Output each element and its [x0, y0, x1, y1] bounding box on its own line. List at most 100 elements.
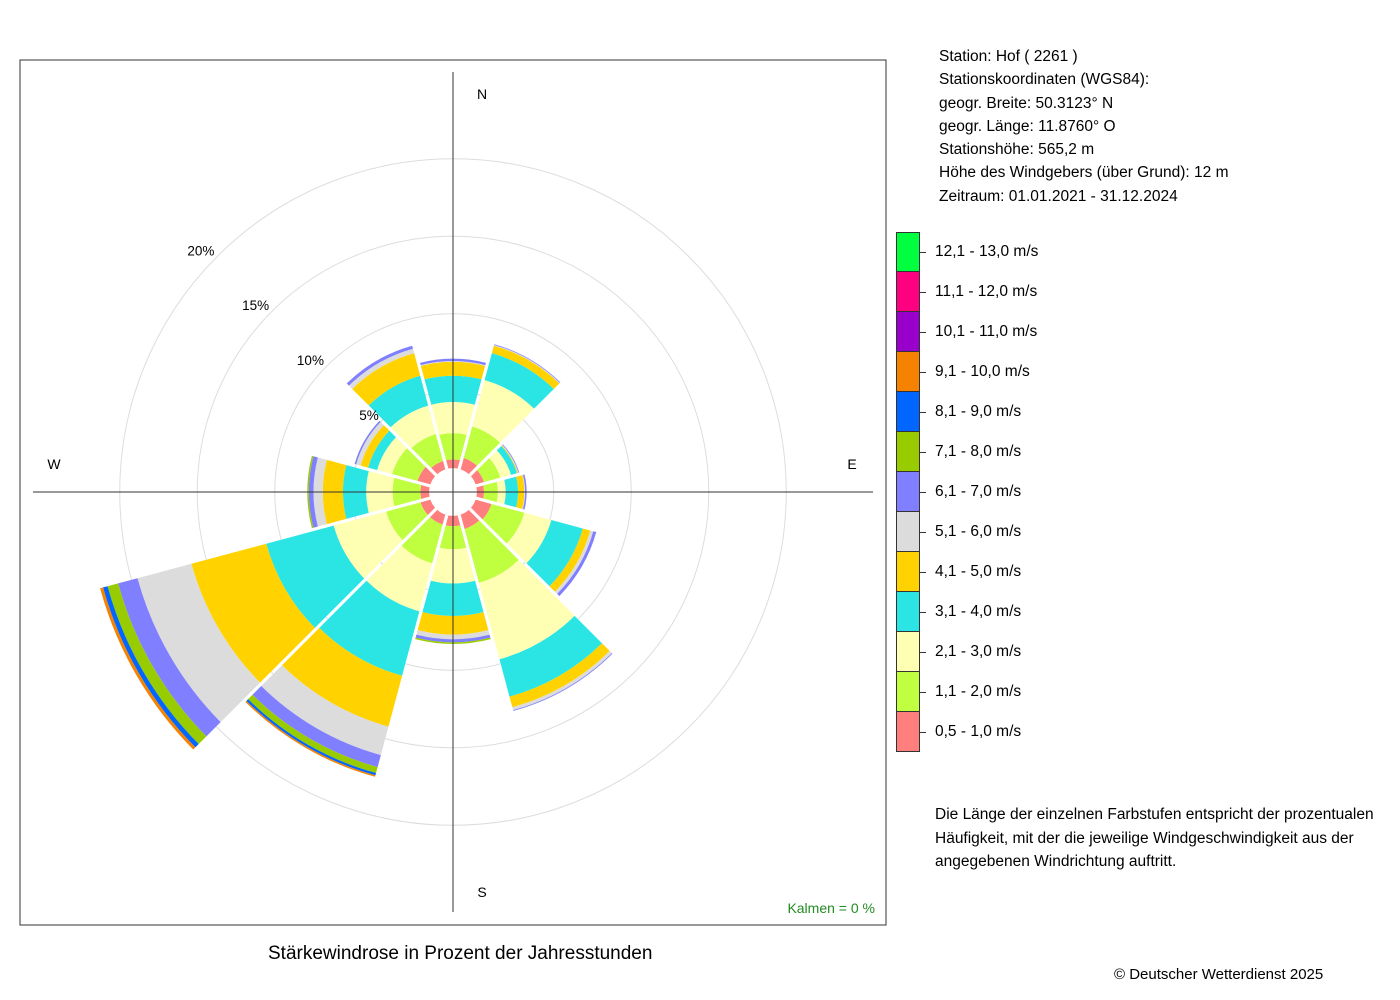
legend-swatch: [896, 232, 920, 272]
time-period: Zeitraum: 01.01.2021 - 31.12.2024: [939, 187, 1178, 205]
speed-segment: [307, 455, 314, 529]
speed-segment: [420, 358, 486, 366]
radial-tick-label: 5%: [359, 408, 379, 423]
speed-segment: [377, 437, 407, 475]
legend-swatch: [896, 312, 920, 352]
speed-segment: [252, 686, 381, 768]
speed-segment: [522, 474, 526, 510]
legend-swatch: [896, 472, 920, 512]
sector-330: [346, 345, 446, 475]
legend-label: 4,1 - 5,0 m/s: [935, 563, 1022, 580]
speed-segment: [506, 512, 552, 564]
legend-tick: [920, 692, 926, 693]
speed-segment: [554, 530, 594, 594]
legend-label: 11,1 - 12,0 m/s: [935, 283, 1038, 300]
rose-sectors: [100, 344, 613, 777]
speed-segment: [499, 615, 603, 697]
speed-segment: [366, 545, 433, 612]
radial-tick-label: 15%: [242, 298, 269, 313]
speed-segment: [386, 502, 428, 541]
legend-swatch: [896, 272, 920, 312]
speed-segment: [526, 520, 583, 587]
legend-swatch: [896, 392, 920, 432]
speed-segment: [333, 511, 403, 579]
station-name: Station: Hof ( 2261 ): [939, 48, 1078, 65]
speed-segment: [460, 509, 480, 529]
radial-tick-label: 10%: [297, 353, 324, 368]
speed-segment: [470, 499, 492, 520]
rose-axes: 5% 10% 15% 20% N E S W: [33, 72, 873, 912]
speed-segment: [479, 559, 575, 660]
speed-segment: [356, 421, 384, 466]
sector-240: [100, 499, 436, 750]
legend-label: 0,5 - 1,0 m/s: [935, 723, 1022, 740]
speed-segment: [107, 583, 207, 745]
speed-segment: [248, 694, 378, 774]
speed-segment: [352, 353, 421, 406]
speed-segment: [360, 425, 390, 468]
speed-segment: [549, 528, 591, 592]
legend-swatch: [896, 592, 920, 632]
legend-tick: [920, 412, 926, 413]
legend-tick: [920, 532, 926, 533]
legend-tick: [920, 572, 926, 573]
speed-segment: [420, 499, 436, 515]
speed-segment: [401, 517, 443, 564]
legend-label: 2,1 - 3,0 m/s: [935, 643, 1022, 660]
plot-frame: [19, 59, 887, 926]
legend-label: 8,1 - 9,0 m/s: [935, 403, 1022, 420]
station-longitude: geogr. Länge: 11.8760° O: [939, 117, 1116, 135]
speed-segment: [118, 578, 221, 737]
speed-segment: [463, 426, 501, 466]
speed-segment: [348, 348, 415, 389]
speed-segment: [512, 650, 612, 711]
speed-segment: [137, 563, 261, 723]
sector-30: [460, 344, 561, 475]
speed-segment: [509, 643, 610, 708]
legend-tick: [920, 732, 926, 733]
speed-segment: [482, 503, 525, 544]
sector-150: [460, 509, 613, 711]
speed-segment: [368, 430, 396, 470]
legend-tick: [920, 492, 926, 493]
legend-label: 10,1 - 11,0 m/s: [935, 323, 1038, 340]
legend-label: 5,1 - 6,0 m/s: [935, 523, 1022, 540]
speed-segment: [477, 458, 501, 483]
legend-tick: [920, 332, 926, 333]
station-latitude: geogr. Breite: 50.3123° N: [939, 94, 1114, 112]
compass-label: S: [477, 884, 486, 900]
legend-label: 3,1 - 4,0 m/s: [935, 603, 1022, 620]
speed-segment: [557, 531, 597, 597]
speed-segment: [489, 450, 511, 478]
speed-segment: [415, 634, 491, 643]
anemometer-height: Höhe des Windgebers (über Grund): 12 m: [939, 164, 1229, 182]
legend-label: 9,1 - 10,0 m/s: [935, 363, 1030, 380]
station-elevation: Stationshöhe: 565,2 m: [939, 141, 1095, 159]
speed-segment: [420, 361, 486, 366]
calm-label: Kalmen = 0 %: [787, 900, 875, 916]
speed-segment: [472, 380, 535, 443]
copyright: © Deutscher Wetterdienst 2025: [1114, 966, 1324, 983]
speed-segment: [390, 405, 436, 449]
legend-tick: [920, 652, 926, 653]
legend-swatch: [896, 672, 920, 712]
legend-swatch: [896, 632, 920, 672]
sector-210: [245, 509, 446, 777]
speed-segment: [491, 345, 560, 389]
explanation-note: Die Länge der einzelnen Farbstufen entsp…: [935, 806, 1374, 870]
compass-label: W: [47, 456, 61, 472]
speed-segment: [368, 375, 429, 428]
speed-segment: [417, 466, 436, 485]
speed-segment: [354, 420, 381, 465]
sector-300: [354, 420, 436, 485]
speed-segment: [266, 525, 365, 628]
sector-0: [420, 358, 486, 470]
compass-label: N: [477, 86, 487, 102]
sector-120: [470, 499, 597, 597]
speed-segment: [430, 509, 446, 525]
wind-rose-chart: 5% 10% 15% 20% N E S W Kalmen = 0 %: [19, 59, 887, 926]
speed-segment: [261, 665, 389, 756]
chart-title: Stärkewindrose in Prozent der Jahresstun…: [268, 943, 653, 964]
legend-swatch: [896, 432, 920, 472]
speed-segment: [496, 446, 517, 475]
